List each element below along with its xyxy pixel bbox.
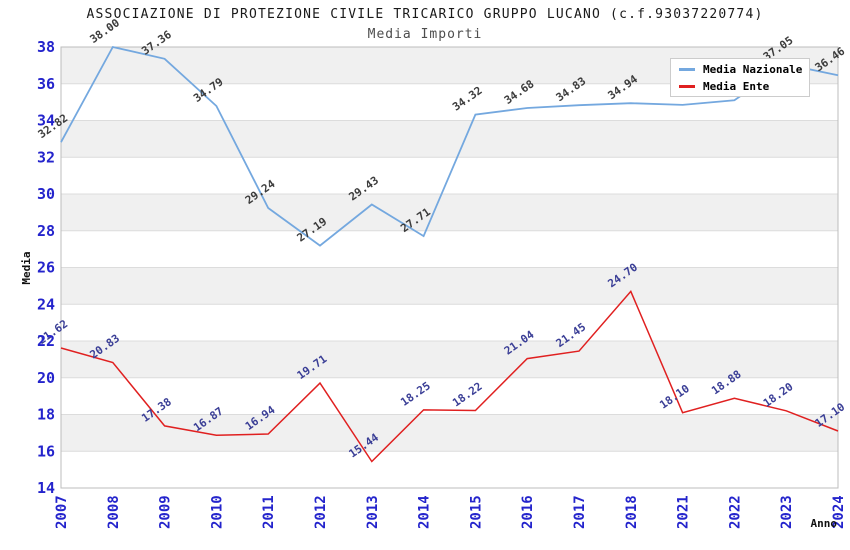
y-tick-label: 38 — [37, 38, 55, 56]
y-tick-label: 32 — [37, 148, 55, 166]
legend-label: Media Nazionale — [703, 62, 803, 76]
x-tick-label: 2022 — [727, 495, 743, 529]
y-tick-label: 30 — [37, 185, 55, 203]
legend-line-swatch-nazionale — [679, 67, 695, 71]
series-line-media-nazionale — [60, 45, 839, 247]
grid-band — [61, 120, 838, 158]
y-tick-label: 20 — [37, 369, 55, 387]
legend-item-media-ente: Media Ente — [679, 80, 809, 93]
y-axis-title: Media — [20, 251, 33, 284]
legend: Media Nazionale Media Ente — [670, 58, 810, 97]
grid-band — [61, 414, 838, 452]
x-tick-label: 2017 — [572, 495, 588, 529]
plot-border — [60, 46, 839, 489]
value-label: 18.25 — [398, 379, 433, 409]
y-tick-label: 28 — [37, 222, 55, 240]
x-tick-label: 2023 — [779, 495, 795, 529]
y-tick-label: 36 — [37, 75, 55, 93]
x-axis-title: Anno — [811, 517, 838, 530]
chart-subtitle: Media Importi — [367, 27, 483, 42]
grid-band — [61, 341, 838, 378]
x-tick-label: 2016 — [520, 495, 536, 529]
y-tick-label: 24 — [37, 295, 55, 313]
y-tick-label: 18 — [37, 406, 55, 424]
y-tick-label: 16 — [37, 442, 55, 460]
value-label: 18.20 — [761, 380, 796, 410]
value-label: 18.22 — [450, 380, 485, 410]
x-tick-label: 2018 — [624, 495, 640, 529]
y-tick-label: 26 — [37, 259, 55, 277]
x-tick-label: 2013 — [365, 495, 381, 529]
series-line-media-ente — [60, 290, 839, 463]
x-tick-label: 2008 — [106, 495, 122, 529]
x-tick-label: 2010 — [209, 495, 225, 529]
x-tick-label: 2011 — [261, 495, 277, 529]
y-tick-label: 34 — [37, 112, 55, 130]
grid-band — [61, 194, 838, 231]
y-tick-label: 14 — [37, 479, 55, 497]
legend-label: Media Ente — [703, 79, 770, 93]
x-tick-label: 2007 — [54, 495, 70, 529]
value-label: 38.00 — [87, 16, 122, 46]
x-tick-label: 2012 — [313, 495, 329, 529]
x-tick-label: 2021 — [676, 495, 692, 529]
x-tick-label: 2024 — [831, 495, 847, 529]
x-tick-label: 2009 — [158, 495, 174, 529]
chart-title: ASSOCIAZIONE DI PROTEZIONE CIVILE TRICAR… — [86, 7, 764, 22]
x-tick-label: 2015 — [468, 495, 484, 529]
y-tick-label: 22 — [37, 332, 55, 350]
grid-band — [61, 267, 838, 305]
x-tick-label: 2014 — [417, 495, 433, 529]
legend-line-swatch-ente — [679, 84, 695, 88]
legend-item-media-nazionale: Media Nazionale — [679, 63, 809, 76]
value-label: 34.32 — [450, 84, 485, 114]
value-label: 18.10 — [657, 382, 692, 412]
